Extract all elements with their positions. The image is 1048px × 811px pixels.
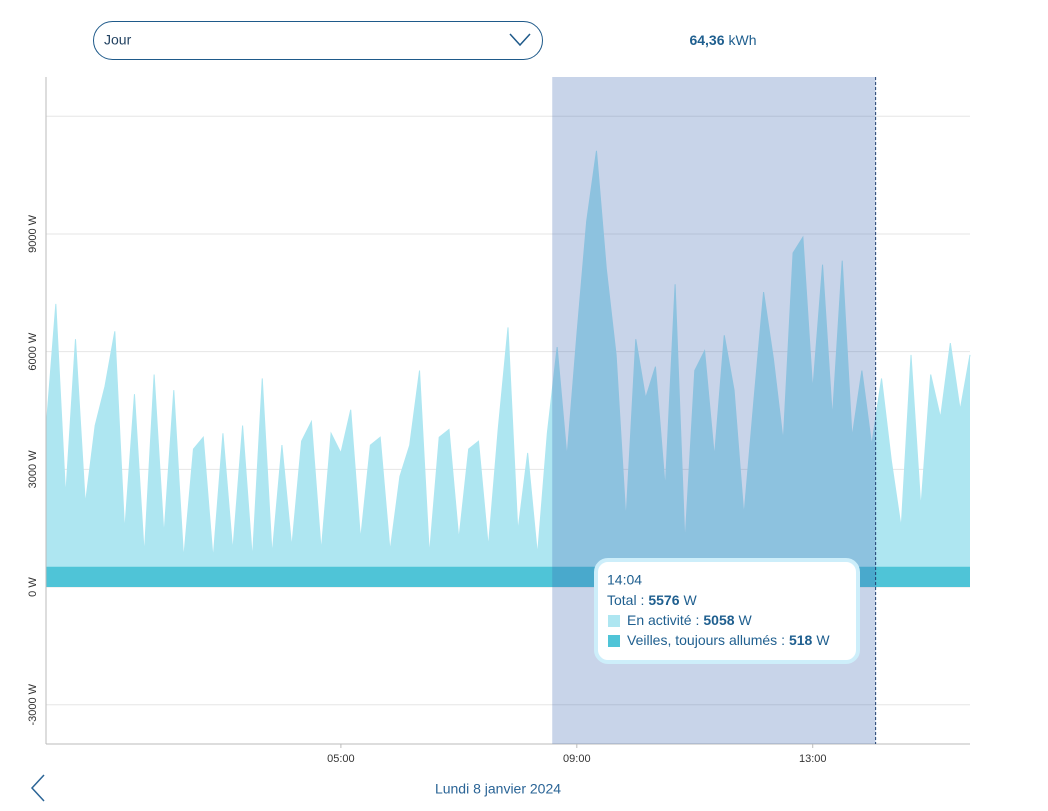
tooltip-text: 5058	[703, 612, 734, 628]
area-line	[45, 150, 971, 559]
tooltip-text: En activité :	[627, 612, 699, 628]
tooltip-row: Veilles, toujours allumés :518 W	[627, 632, 830, 648]
y-tick-label: 9000 W	[27, 214, 39, 253]
area-fill	[46, 150, 970, 567]
y-tick-label: -3000 W	[27, 683, 39, 725]
x-tick-label: 05:00	[327, 753, 355, 765]
tooltip-text: 5576	[648, 592, 679, 608]
tooltip-row: Total :5576 W	[607, 592, 698, 608]
energy-unit: kWh	[729, 32, 757, 48]
tooltip-text: W	[684, 592, 698, 608]
tooltip-swatch	[608, 635, 620, 647]
y-tick-label: 0 W	[27, 577, 39, 597]
tooltip-row: En activité :5058 W	[627, 612, 753, 628]
tooltip-swatch	[608, 615, 620, 627]
period-value: Jour	[104, 32, 132, 48]
previous-day[interactable]	[30, 774, 45, 802]
date-label: Lundi 8 janvier 2024	[435, 781, 561, 797]
x-tick-label: 13:00	[799, 753, 827, 765]
dropdown-chevron	[509, 33, 531, 47]
tooltip-text: 518	[789, 632, 813, 648]
tooltip-time: 14:04	[607, 572, 642, 588]
tooltip-text: W	[739, 612, 753, 628]
energy-total: 64,36 kWh	[689, 32, 756, 48]
period-dropdown[interactable]	[93, 21, 543, 60]
y-tick-label: 3000 W	[27, 450, 39, 489]
x-tick-label: 09:00	[563, 753, 591, 765]
energy-value: 64,36	[689, 32, 724, 48]
tooltip-text: W	[816, 632, 830, 648]
tooltip-text: Veilles, toujours allumés :	[627, 632, 785, 648]
y-tick-label: 6000 W	[27, 332, 39, 371]
chart: -3000 W 0 W 3000 W 6000 W 9000 W 05:00 09:00 13…	[27, 77, 971, 765]
tooltip-text: Total :	[607, 592, 644, 608]
tooltip-box	[594, 558, 860, 664]
